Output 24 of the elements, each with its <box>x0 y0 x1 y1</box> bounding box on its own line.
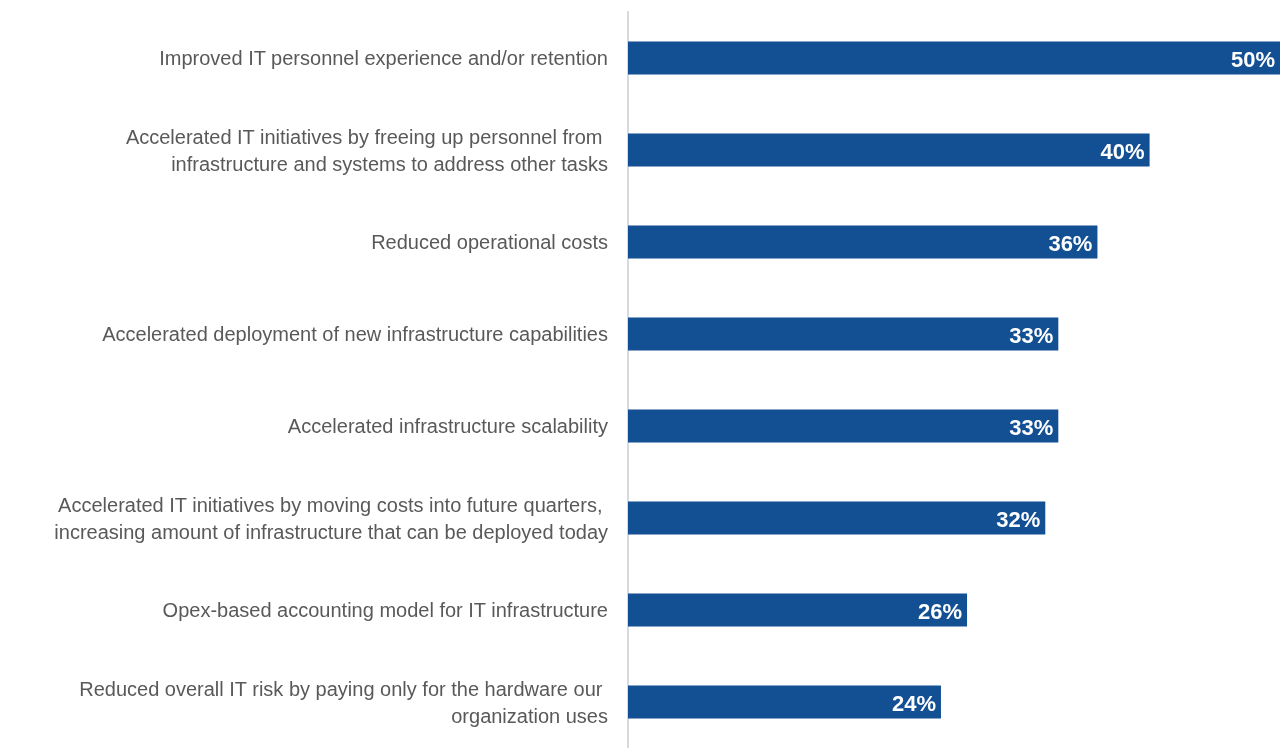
data-label: 36% <box>1048 230 1093 256</box>
data-label: 24% <box>891 690 936 716</box>
y-tick-label: Improved IT personnel experience and/or retention <box>159 47 608 69</box>
bar <box>628 409 1059 443</box>
y-tick-label: Reduced overall IT risk by paying only for the hardware our organization uses <box>79 677 608 727</box>
bar <box>628 685 941 719</box>
bar <box>628 133 1150 167</box>
bar <box>628 41 1280 75</box>
bar <box>628 225 1098 259</box>
y-tick-label: Reduced operational costs <box>371 231 608 253</box>
y-tick-label: Accelerated deployment of new infrastructure capabilities <box>102 323 608 345</box>
y-tick-label: Accelerated infrastructure scalability <box>287 415 608 437</box>
data-label: 40% <box>1100 138 1145 164</box>
bar <box>628 501 1046 535</box>
data-label: 33% <box>1009 322 1054 348</box>
bar <box>628 317 1059 351</box>
data-label: 32% <box>996 506 1041 532</box>
data-label: 50% <box>1230 46 1275 72</box>
data-label: 26% <box>917 598 963 624</box>
bar <box>628 593 968 627</box>
y-tick-label: Opex-based accounting model for IT infrastructure <box>162 599 608 621</box>
y-tick-label: Accelerated IT initiatives by freeing up personnel from infrastructure and systems to address other tasks <box>125 125 608 175</box>
data-label: 33% <box>1009 414 1054 440</box>
y-tick-label: Accelerated IT initiatives by moving costs into future quarters, increasing amount of infrastructure that can be deployed today <box>54 493 608 543</box>
